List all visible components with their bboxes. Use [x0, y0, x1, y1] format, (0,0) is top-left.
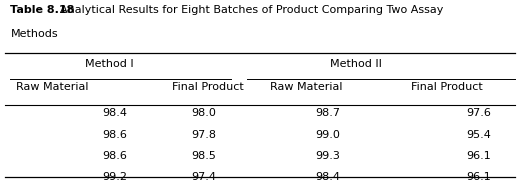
Text: 99.2: 99.2 — [102, 172, 127, 182]
Text: Final Product: Final Product — [411, 82, 483, 92]
Text: 98.0: 98.0 — [191, 108, 216, 118]
Text: 99.3: 99.3 — [316, 151, 341, 161]
Text: 98.6: 98.6 — [102, 151, 127, 161]
Text: 98.4: 98.4 — [316, 172, 341, 182]
Text: Final Product: Final Product — [172, 82, 243, 92]
Text: 98.7: 98.7 — [316, 108, 341, 118]
Text: 97.4: 97.4 — [191, 172, 216, 182]
Text: 99.0: 99.0 — [316, 130, 341, 139]
Text: Raw Material: Raw Material — [16, 82, 88, 92]
Text: Raw Material: Raw Material — [270, 82, 343, 92]
Text: Method II: Method II — [330, 59, 382, 69]
Text: Method I: Method I — [85, 59, 134, 69]
Text: Methods: Methods — [10, 29, 58, 39]
Text: 95.4: 95.4 — [466, 130, 491, 139]
Text: 96.1: 96.1 — [466, 172, 491, 182]
Text: 98.6: 98.6 — [102, 130, 127, 139]
Text: 96.1: 96.1 — [466, 151, 491, 161]
Text: 98.5: 98.5 — [191, 151, 216, 161]
Text: Analytical Results for Eight Batches of Product Comparing Two Assay: Analytical Results for Eight Batches of … — [60, 5, 443, 15]
Text: 97.8: 97.8 — [191, 130, 216, 139]
Text: Table 8.18: Table 8.18 — [10, 5, 75, 15]
Text: 97.6: 97.6 — [466, 108, 491, 118]
Text: 98.4: 98.4 — [102, 108, 127, 118]
